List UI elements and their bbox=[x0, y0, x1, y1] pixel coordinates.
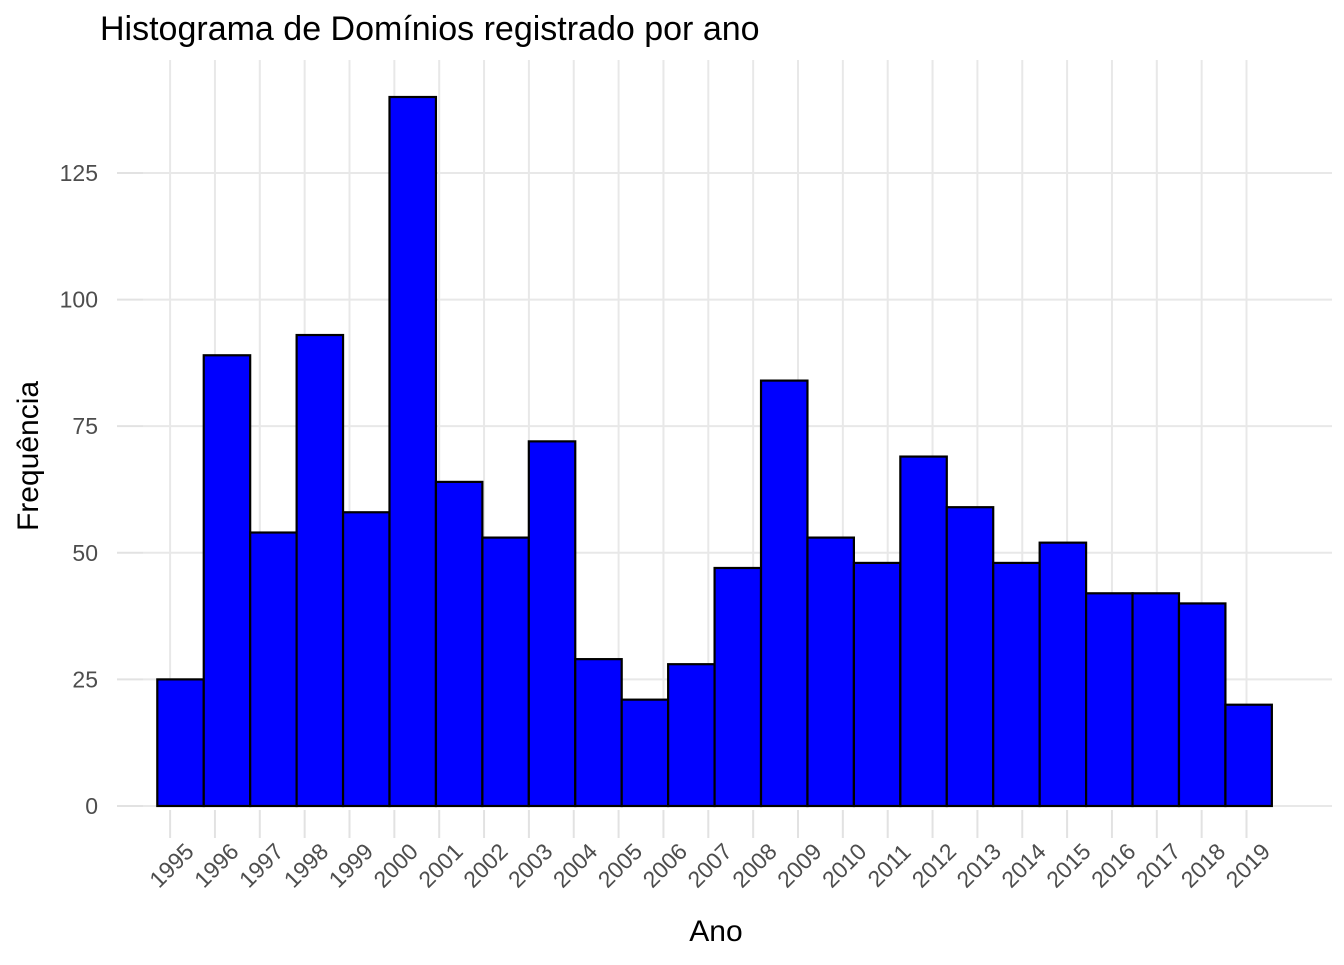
x-tick-label-2001: 2001 bbox=[413, 838, 468, 893]
y-tick-label-100: 100 bbox=[60, 287, 98, 313]
x-tick-label-2014: 2014 bbox=[996, 838, 1051, 893]
x-tick-label-2008: 2008 bbox=[727, 838, 782, 893]
y-axis-tick-marks bbox=[117, 171, 143, 807]
y-tick-label-75: 75 bbox=[72, 413, 98, 439]
bar-2012 bbox=[945, 506, 995, 808]
bar-2015 bbox=[1084, 592, 1134, 808]
x-tick-label-1995: 1995 bbox=[144, 838, 199, 893]
chart-title: Histograma de Domínios registrado por an… bbox=[100, 10, 760, 48]
x-tick-label-2011: 2011 bbox=[862, 839, 915, 892]
bar-2001 bbox=[434, 480, 484, 808]
x-tick-label-1996: 1996 bbox=[189, 838, 244, 893]
x-tick-label-2006: 2006 bbox=[638, 838, 693, 893]
y-tick-label-50: 50 bbox=[72, 540, 98, 566]
bar-1999 bbox=[341, 511, 391, 808]
x-tick-label-2010: 2010 bbox=[817, 838, 872, 893]
bar-2006 bbox=[667, 663, 716, 808]
bar-2002 bbox=[481, 536, 530, 808]
bar-1997 bbox=[249, 531, 298, 808]
x-tick-label-2002: 2002 bbox=[458, 838, 513, 893]
x-axis-tick-marks bbox=[169, 810, 1248, 838]
y-tick-label-0: 0 bbox=[85, 793, 98, 819]
bar-2003 bbox=[527, 440, 577, 808]
bar-2010 bbox=[852, 561, 902, 808]
bar-2013 bbox=[992, 561, 1041, 808]
bar-2018 bbox=[1224, 703, 1273, 808]
x-axis-title: Ano bbox=[689, 915, 742, 948]
x-axis-tick-labels: 1995199619971998199920002001200220032004… bbox=[144, 838, 1275, 893]
x-tick-label-2012: 2012 bbox=[907, 838, 962, 893]
x-tick-label-2009: 2009 bbox=[772, 838, 827, 893]
x-tick-label-2019: 2019 bbox=[1221, 838, 1276, 893]
bar-1996 bbox=[202, 354, 252, 808]
bar-1995 bbox=[156, 678, 205, 808]
x-tick-label-2003: 2003 bbox=[503, 838, 558, 893]
x-tick-label-2000: 2000 bbox=[368, 838, 423, 893]
x-tick-label-1998: 1998 bbox=[279, 838, 334, 893]
histogram-bars bbox=[156, 95, 1273, 808]
x-tick-label-2016: 2016 bbox=[1086, 838, 1141, 893]
bar-1998 bbox=[295, 333, 345, 808]
x-tick-label-2013: 2013 bbox=[951, 838, 1006, 893]
x-tick-label-2015: 2015 bbox=[1041, 838, 1096, 893]
bar-2014 bbox=[1038, 541, 1088, 808]
bar-2004 bbox=[574, 658, 623, 808]
bar-2008 bbox=[759, 379, 809, 808]
x-tick-label-2004: 2004 bbox=[548, 838, 603, 893]
y-axis-title: Frequência bbox=[12, 381, 45, 531]
x-tick-label-1999: 1999 bbox=[324, 838, 379, 893]
bar-2007 bbox=[713, 566, 763, 808]
bar-2016 bbox=[1131, 592, 1181, 808]
x-tick-label-1997: 1997 bbox=[234, 838, 289, 893]
bar-2000 bbox=[388, 95, 438, 808]
x-tick-label-2007: 2007 bbox=[682, 838, 737, 893]
bar-2005 bbox=[620, 698, 670, 808]
y-axis-tick-labels: 0 25 50 75 100 125 bbox=[60, 160, 98, 819]
bar-2009 bbox=[806, 536, 856, 808]
y-tick-label-25: 25 bbox=[72, 666, 98, 692]
y-tick-label-125: 125 bbox=[60, 160, 98, 186]
bar-2017 bbox=[1177, 602, 1227, 808]
x-tick-label-2017: 2017 bbox=[1131, 838, 1186, 893]
bar-2011 bbox=[899, 455, 948, 808]
x-tick-label-2018: 2018 bbox=[1176, 838, 1231, 893]
x-tick-label-2005: 2005 bbox=[593, 838, 648, 893]
